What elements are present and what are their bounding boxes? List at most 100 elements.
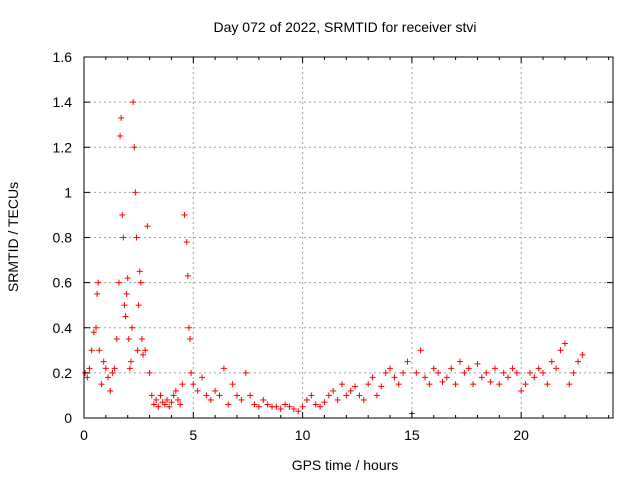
data-point	[273, 403, 280, 410]
data-point	[303, 396, 310, 403]
y-tick-label: 1.4	[53, 94, 73, 110]
data-point	[123, 290, 130, 297]
data-point	[439, 378, 446, 385]
y-tick-label: 1.2	[53, 139, 73, 155]
data-point	[105, 374, 112, 381]
data-point	[360, 396, 367, 403]
data-point	[295, 408, 302, 415]
data-point	[277, 405, 284, 412]
data-point	[190, 381, 197, 388]
data-point	[553, 365, 560, 372]
data-point	[170, 392, 177, 399]
data-point	[140, 351, 147, 358]
data-point	[526, 369, 533, 376]
data-point	[121, 302, 128, 309]
data-point	[456, 358, 463, 365]
data-point	[579, 351, 586, 358]
data-point	[509, 365, 516, 372]
data-point	[352, 383, 359, 390]
data-point	[347, 387, 354, 394]
data-point	[107, 387, 114, 394]
y-tick-label: 0.2	[53, 365, 73, 381]
grid-layer	[84, 57, 613, 418]
data-point	[461, 369, 468, 376]
data-point	[234, 392, 241, 399]
data-point	[478, 374, 485, 381]
data-point	[575, 358, 582, 365]
data-point	[144, 223, 151, 230]
data-point	[119, 211, 126, 218]
x-tick-label: 20	[513, 427, 529, 443]
data-point	[207, 396, 214, 403]
data-point	[282, 401, 289, 408]
y-tick-label: 1.6	[53, 49, 73, 65]
data-point	[146, 369, 153, 376]
data-point	[135, 302, 142, 309]
data-point	[84, 374, 91, 381]
data-point	[483, 369, 490, 376]
data-point	[88, 347, 95, 354]
x-tick-label: 5	[189, 427, 197, 443]
data-point	[102, 365, 109, 372]
data-point	[518, 387, 525, 394]
data-point	[422, 374, 429, 381]
data-point	[343, 392, 350, 399]
data-point	[148, 392, 155, 399]
data-point	[338, 381, 345, 388]
data-point	[369, 374, 376, 381]
data-point	[90, 329, 97, 336]
data-point	[448, 365, 455, 372]
data-point	[126, 365, 133, 372]
x-tick-labels: 0 5 10 15 20	[80, 427, 529, 443]
data-point	[188, 369, 195, 376]
data-point	[465, 365, 472, 372]
data-point	[125, 336, 132, 343]
data-point	[260, 396, 267, 403]
data-point	[378, 383, 385, 390]
data-point	[161, 401, 168, 408]
data-point	[124, 275, 131, 282]
data-point	[330, 387, 337, 394]
data-point	[117, 132, 124, 139]
y-tick-label: 0.6	[53, 275, 73, 291]
data-point	[187, 336, 194, 343]
data-point	[229, 381, 236, 388]
data-point	[251, 401, 258, 408]
data-point	[174, 396, 181, 403]
data-point	[129, 324, 136, 331]
data-point	[184, 272, 191, 279]
data-point	[413, 369, 420, 376]
data-point	[164, 396, 171, 403]
data-points	[82, 99, 586, 417]
data-point	[142, 347, 149, 354]
data-point	[264, 401, 271, 408]
y-tick-label: 0.8	[53, 230, 73, 246]
data-point	[96, 347, 103, 354]
data-point	[470, 381, 477, 388]
data-point	[118, 114, 125, 121]
data-point	[391, 374, 398, 381]
data-point	[452, 381, 459, 388]
data-point	[134, 347, 141, 354]
data-point	[133, 234, 140, 241]
data-point	[356, 392, 363, 399]
data-point	[183, 239, 190, 246]
data-point	[247, 392, 254, 399]
data-point	[111, 365, 118, 372]
data-point	[491, 365, 498, 372]
data-point	[86, 365, 93, 372]
data-point	[373, 392, 380, 399]
data-point	[430, 365, 437, 372]
data-point	[177, 401, 184, 408]
data-point	[100, 358, 107, 365]
data-point	[290, 405, 297, 412]
data-point	[157, 392, 164, 399]
data-point	[137, 279, 144, 286]
data-point	[150, 401, 157, 408]
data-point	[404, 358, 411, 365]
data-point	[255, 403, 262, 410]
data-point	[203, 392, 210, 399]
y-tick-label: 0.4	[53, 320, 73, 336]
data-point	[242, 369, 249, 376]
data-point	[557, 347, 564, 354]
